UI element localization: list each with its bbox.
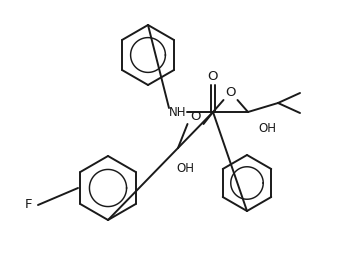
Text: F: F [24, 199, 32, 211]
Text: OH: OH [176, 162, 194, 175]
Text: O: O [225, 87, 236, 100]
Text: O: O [208, 69, 218, 82]
Text: O: O [190, 110, 201, 122]
Text: NH: NH [169, 106, 187, 119]
Text: OH: OH [258, 121, 276, 134]
